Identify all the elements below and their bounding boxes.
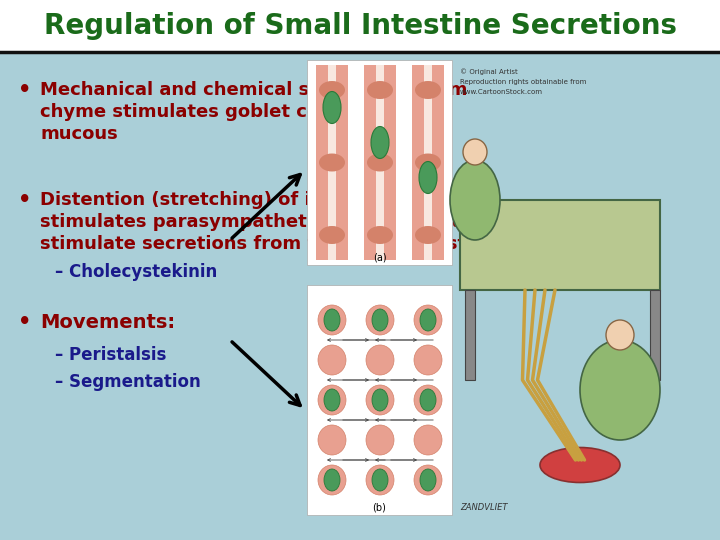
Bar <box>381 65 389 260</box>
Text: Movements:: Movements: <box>40 313 175 332</box>
Text: (b): (b) <box>372 502 387 512</box>
Ellipse shape <box>419 161 437 193</box>
Text: Distention (stretching) of intestinal wall: Distention (stretching) of intestinal wa… <box>40 191 448 209</box>
Text: www.CartoonStock.com: www.CartoonStock.com <box>460 89 543 95</box>
Ellipse shape <box>318 385 346 415</box>
Text: Reproduction rights obtainable from: Reproduction rights obtainable from <box>460 79 586 85</box>
Text: mucous: mucous <box>40 125 118 143</box>
Ellipse shape <box>414 305 442 335</box>
Ellipse shape <box>366 425 394 455</box>
Ellipse shape <box>318 465 346 495</box>
Ellipse shape <box>324 389 340 411</box>
Text: (a): (a) <box>373 252 387 262</box>
Ellipse shape <box>324 469 340 491</box>
Text: •: • <box>18 80 32 100</box>
Bar <box>323 65 331 260</box>
Ellipse shape <box>366 385 394 415</box>
Ellipse shape <box>540 448 620 483</box>
Text: Mechanical and chemical stimulation from: Mechanical and chemical stimulation from <box>40 81 467 99</box>
Ellipse shape <box>606 320 634 350</box>
Ellipse shape <box>319 226 345 244</box>
Ellipse shape <box>415 226 441 244</box>
Ellipse shape <box>415 153 441 172</box>
Ellipse shape <box>318 345 346 375</box>
Ellipse shape <box>450 160 500 240</box>
Text: •: • <box>18 312 32 332</box>
Ellipse shape <box>415 81 441 99</box>
Ellipse shape <box>367 81 393 99</box>
Ellipse shape <box>420 389 436 411</box>
Ellipse shape <box>414 425 442 455</box>
Bar <box>465 290 475 380</box>
Bar <box>650 290 660 380</box>
Ellipse shape <box>319 81 345 99</box>
Ellipse shape <box>414 465 442 495</box>
Ellipse shape <box>372 469 388 491</box>
Text: Regulation of Small Intestine Secretions: Regulation of Small Intestine Secretions <box>43 12 677 40</box>
Bar <box>316 65 324 260</box>
Bar <box>419 65 427 260</box>
Text: chyme stimulates goblet cells to secrete: chyme stimulates goblet cells to secrete <box>40 103 451 121</box>
Bar <box>307 60 452 265</box>
Ellipse shape <box>414 345 442 375</box>
Ellipse shape <box>414 385 442 415</box>
Bar <box>371 65 379 260</box>
Text: © Original Artist: © Original Artist <box>460 69 518 76</box>
Ellipse shape <box>366 345 394 375</box>
Bar <box>328 65 336 260</box>
Text: – Cholecystekinin: – Cholecystekinin <box>55 263 217 281</box>
Text: – Peristalsis: – Peristalsis <box>55 346 166 364</box>
Bar <box>0 0 720 52</box>
Ellipse shape <box>372 309 388 331</box>
Ellipse shape <box>319 153 345 172</box>
Text: stimulate secretions from the small intestine: stimulate secretions from the small inte… <box>40 235 498 253</box>
Ellipse shape <box>580 340 660 440</box>
Ellipse shape <box>324 309 340 331</box>
Bar <box>307 285 452 515</box>
Bar <box>340 65 348 260</box>
Ellipse shape <box>318 305 346 335</box>
Bar <box>429 65 437 260</box>
Ellipse shape <box>371 126 389 159</box>
Ellipse shape <box>367 153 393 172</box>
Bar <box>333 65 341 260</box>
Bar <box>424 65 432 260</box>
Ellipse shape <box>367 226 393 244</box>
Bar <box>412 65 420 260</box>
Ellipse shape <box>420 309 436 331</box>
Bar <box>436 65 444 260</box>
Ellipse shape <box>366 305 394 335</box>
Text: stimulates parasympathetic reflexes that: stimulates parasympathetic reflexes that <box>40 213 460 231</box>
Text: •: • <box>18 190 32 210</box>
Bar <box>364 65 372 260</box>
Bar <box>376 65 384 260</box>
Bar <box>388 65 396 260</box>
Ellipse shape <box>420 469 436 491</box>
Ellipse shape <box>366 465 394 495</box>
Ellipse shape <box>463 139 487 165</box>
Text: – Segmentation: – Segmentation <box>55 373 201 391</box>
Bar <box>455 60 717 515</box>
Bar <box>460 200 660 290</box>
Ellipse shape <box>372 389 388 411</box>
Text: ZANDVLIET: ZANDVLIET <box>460 503 508 512</box>
Ellipse shape <box>318 425 346 455</box>
Ellipse shape <box>323 91 341 124</box>
